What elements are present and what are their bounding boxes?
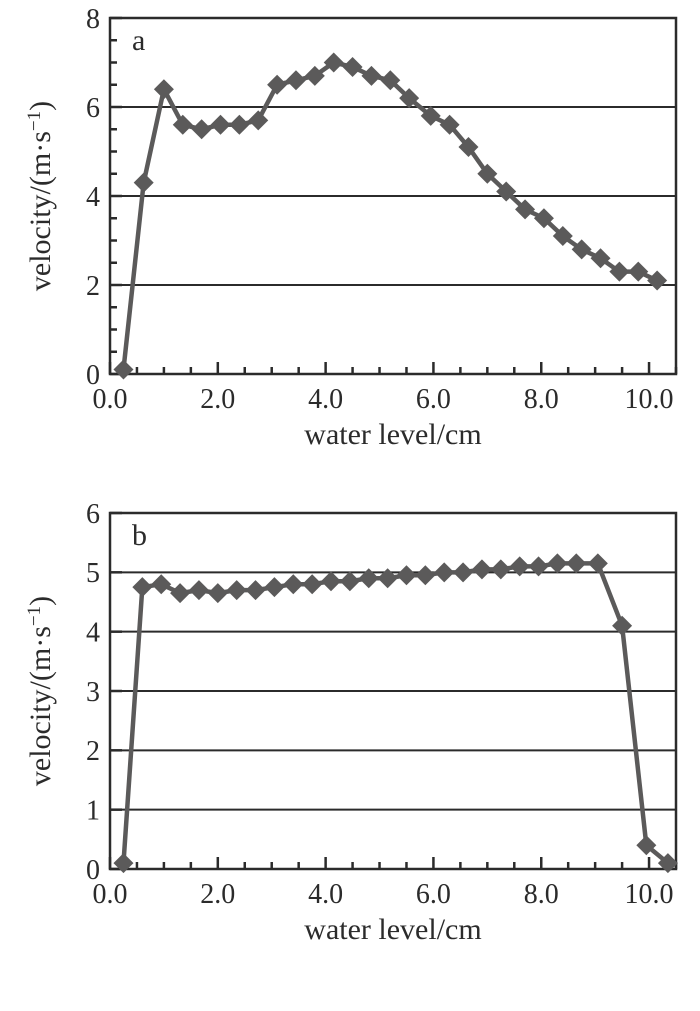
x-tick-label: 10.0 (625, 384, 674, 415)
y-tick-label: 0 (86, 855, 100, 886)
y-tick-label: 4 (86, 617, 100, 648)
panel-a: 0.02.04.06.08.010.002468water level/cmve… (0, 0, 700, 495)
x-axis-label: water level/cm (304, 418, 481, 451)
x-tick-label: 6.0 (416, 879, 451, 910)
x-tick-label: 2.0 (200, 879, 235, 910)
panel_a-svg: 0.02.04.06.08.010.002468water level/cmve… (0, 0, 700, 495)
x-tick-label: 8.0 (524, 384, 559, 415)
x-tick-label: 10.0 (625, 879, 674, 910)
y-axis-label: velocity/(m·s−1) (24, 596, 58, 786)
panel_b-svg: 0.02.04.06.08.010.00123456water level/cm… (0, 495, 700, 995)
panel-label: b (132, 519, 147, 552)
x-tick-label: 8.0 (524, 879, 559, 910)
y-tick-label: 2 (86, 736, 100, 767)
x-tick-label: 4.0 (308, 384, 343, 415)
panel-b: 0.02.04.06.08.010.00123456water level/cm… (0, 495, 700, 995)
y-tick-label: 6 (86, 499, 100, 530)
y-axis-label: velocity/(m·s−1) (24, 101, 58, 291)
y-tick-label: 8 (86, 4, 100, 35)
y-tick-label: 4 (86, 182, 100, 213)
y-tick-label: 0 (86, 360, 100, 391)
x-tick-label: 4.0 (308, 879, 343, 910)
figure-container: 0.02.04.06.08.010.002468water level/cmve… (0, 0, 700, 1011)
y-tick-label: 2 (86, 271, 100, 302)
panel-label: a (132, 24, 145, 57)
y-tick-label: 6 (86, 93, 100, 124)
y-tick-label: 3 (86, 677, 100, 708)
y-tick-label: 1 (86, 795, 100, 826)
x-axis-label: water level/cm (304, 913, 481, 946)
x-tick-label: 2.0 (200, 384, 235, 415)
x-tick-label: 6.0 (416, 384, 451, 415)
y-tick-label: 5 (86, 558, 100, 589)
